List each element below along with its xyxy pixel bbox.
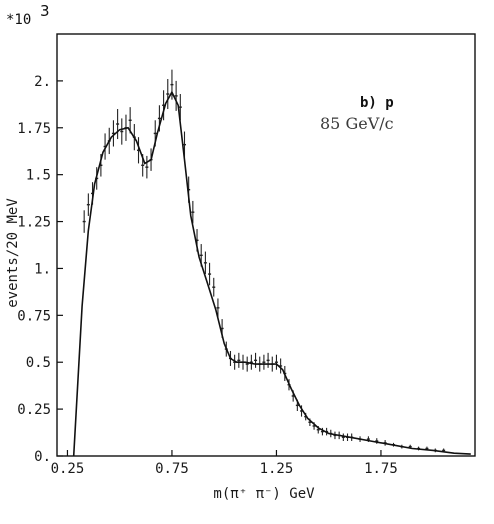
data-point: [208, 262, 212, 286]
y-tick-label: 0.5: [26, 355, 51, 371]
data-point: [274, 354, 278, 370]
data-point: [116, 109, 120, 140]
y-multiplier: *10: [6, 12, 31, 28]
x-axis-label: m(π⁺ π⁻) GeV: [213, 486, 315, 502]
data-point: [86, 193, 90, 216]
data-point: [203, 251, 207, 275]
y-axis-ticks: 0. 0.25 0.5 0.75 1. 1.25 1.5 1.75 2.: [17, 74, 63, 465]
data-point: [166, 79, 170, 110]
plot-frame: [56, 33, 476, 457]
x-tick-label: 1.25: [260, 461, 294, 477]
y-tick-label: 1.25: [17, 215, 51, 231]
y-tick-label: 2.: [34, 74, 51, 90]
x-tick-label: 0.75: [155, 461, 189, 477]
data-point: [262, 354, 266, 370]
y-tick-label: 0.: [34, 449, 51, 465]
data-point: [128, 107, 132, 134]
data-point: [245, 356, 249, 372]
annotation-energy: 85 GeV/c: [320, 114, 394, 133]
data-point: [216, 298, 220, 318]
data-point: [266, 352, 270, 368]
data-point: [320, 427, 324, 436]
y-tick-label: 1.: [34, 261, 51, 277]
data-point: [237, 352, 241, 368]
data-point: [191, 200, 195, 224]
data-point: [254, 352, 258, 368]
fit-curve: [72, 90, 471, 457]
data-point: [120, 118, 124, 145]
y-tick-label: 0.75: [17, 308, 51, 324]
data-point: [82, 210, 86, 233]
y-multiplier-exponent: 3: [40, 2, 50, 20]
y-tick-label: 1.5: [26, 168, 51, 184]
data-point: [178, 94, 182, 121]
data-point: [145, 155, 149, 179]
y-tick-label: 0.25: [17, 402, 51, 418]
data-point: [170, 69, 174, 100]
y-axis-label: events/20 MeV: [5, 198, 21, 308]
data-point: [341, 433, 345, 441]
data-point: [249, 354, 253, 370]
x-axis-ticks: 0.25 0.75 1.25 1.75: [51, 450, 398, 477]
x-tick-label: 0.25: [51, 461, 85, 477]
data-point: [212, 277, 216, 297]
x-tick-label: 1.75: [364, 461, 398, 477]
y-tick-label: 1.75: [17, 121, 51, 137]
annotation-label: b) p: [360, 95, 394, 111]
data-point: [174, 80, 178, 111]
